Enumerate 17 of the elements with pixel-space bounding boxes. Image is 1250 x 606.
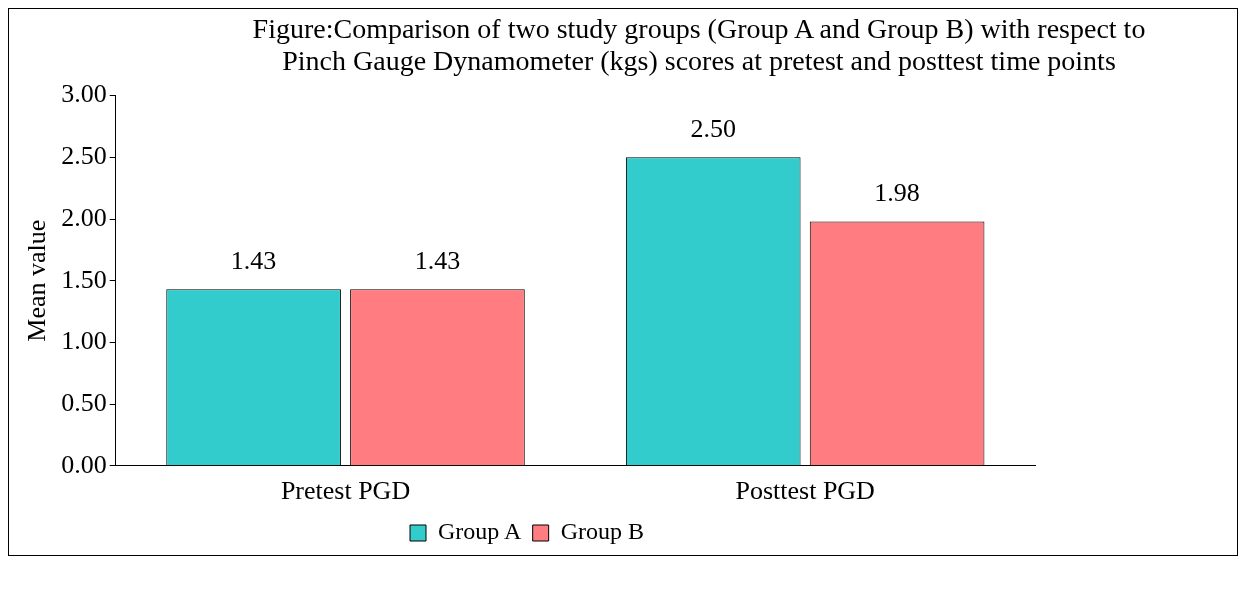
y-tick-label: 1.00: [61, 326, 107, 356]
x-tick-label: Posttest PGD: [735, 476, 875, 506]
legend-label: Group A: [438, 518, 523, 545]
legend-label: Group B: [560, 518, 645, 545]
y-tick-label: 3.00: [61, 79, 107, 109]
data-label: 2.50: [690, 114, 736, 144]
data-label: 1.43: [414, 246, 461, 276]
y-tick-label: 0.00: [61, 449, 107, 479]
y-tick-label: 2.00: [61, 202, 107, 232]
y-axis-title: Mean value: [22, 219, 52, 342]
y-tick-label: 0.50: [61, 387, 107, 417]
x-tick-label: Pretest PGD: [280, 476, 411, 506]
data-label: 1.43: [230, 246, 277, 276]
data-label: 1.98: [874, 178, 920, 208]
chart-title: Figure:Comparison of two study groups (Group A and Group B) with respect to Pinch Gauge Dynamometer (kgs) scores at pretest and posttest time points: [251, 12, 1147, 77]
y-tick-label: 1.50: [61, 264, 107, 294]
y-tick-label: 2.50: [61, 141, 107, 171]
